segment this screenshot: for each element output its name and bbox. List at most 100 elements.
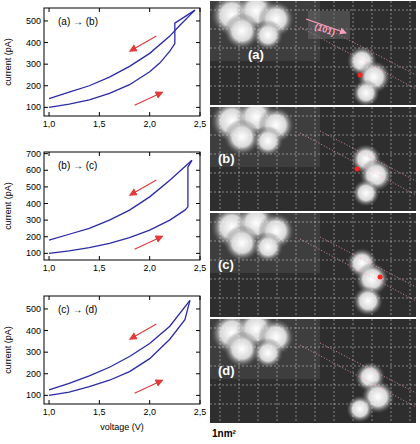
stm-background	[210, 1, 416, 105]
grid-line	[210, 222, 416, 223]
image-label: (d)	[218, 363, 235, 378]
grid-line	[296, 1, 297, 105]
grid-line	[410, 319, 411, 423]
x-tick	[200, 256, 201, 260]
y-tick-label: 500	[26, 182, 41, 192]
grid-line	[372, 1, 373, 105]
grid-line	[239, 107, 240, 211]
grid-line	[410, 213, 411, 317]
stm-protrusion	[253, 20, 283, 50]
image-label: (c)	[218, 257, 234, 272]
sweep-line	[49, 300, 190, 390]
y-tick-label: 100	[26, 248, 41, 258]
grid-line	[391, 213, 392, 317]
grid-line	[391, 1, 392, 105]
grid-line	[277, 213, 278, 317]
x-tick	[149, 296, 150, 300]
x-tick	[149, 112, 150, 116]
x-tick	[200, 400, 201, 404]
grid-line	[210, 279, 416, 280]
y-tick	[196, 153, 200, 154]
chart: 1002003004005001,01,52,02,5current (pA)(…	[3, 8, 206, 129]
arrow	[134, 236, 162, 249]
grid-line	[372, 213, 373, 317]
y-tick	[196, 395, 200, 396]
grid-line	[277, 1, 278, 105]
y-tick-label: 700	[26, 149, 41, 159]
grid-line	[210, 10, 416, 11]
y-tick	[196, 203, 200, 204]
y-tick-label: 400	[26, 326, 41, 336]
y-tick	[44, 64, 48, 65]
arrow	[130, 324, 157, 339]
grid-line	[210, 260, 416, 261]
x-tick-label: 2,0	[143, 119, 156, 129]
y-tick	[196, 220, 200, 221]
x-tick-label: 1,0	[43, 407, 56, 417]
image-label: (b)	[218, 151, 235, 166]
grid-line	[334, 107, 335, 211]
row-line	[320, 343, 416, 393]
x-tick	[149, 400, 150, 404]
y-axis-title: current (pA)	[3, 182, 13, 230]
grid-line	[210, 173, 416, 174]
x-tick-label: 2,5	[194, 119, 207, 129]
x-tick	[200, 112, 201, 116]
image-label: (a)	[248, 47, 264, 62]
x-tick	[200, 152, 201, 156]
stm-content	[210, 213, 416, 317]
arrow	[134, 380, 162, 393]
grid-line	[353, 319, 354, 423]
grid-line	[296, 213, 297, 317]
grid-line	[210, 192, 416, 193]
stm-image: (b)	[210, 98, 416, 212]
grid-line	[210, 86, 416, 87]
stm-background	[210, 213, 416, 317]
y-tick	[44, 107, 48, 108]
grid-line	[210, 241, 416, 242]
sweep-line	[49, 160, 192, 253]
y-tick	[44, 373, 48, 374]
stm-protrusion	[353, 286, 383, 316]
stm-image: (d)	[210, 310, 416, 424]
lines	[49, 10, 195, 107]
chart: 1002003004005006007001,01,52,02,5current…	[3, 149, 206, 273]
y-tick-label: 500	[26, 16, 41, 26]
x-tick-label: 1,0	[43, 263, 56, 273]
y-tick	[44, 253, 48, 254]
chart-title: (a) → (b)	[58, 16, 98, 27]
grid-line	[210, 366, 416, 367]
y-tick-label: 300	[26, 347, 41, 357]
stm-protrusion	[253, 232, 283, 262]
x-tick	[49, 256, 50, 260]
x-tick	[200, 8, 201, 12]
lines	[49, 160, 192, 253]
y-tick	[196, 308, 200, 309]
sweep-line	[49, 300, 190, 395]
grid-line	[258, 213, 259, 317]
chart-title: (c) → (d)	[58, 304, 97, 315]
grid-line	[210, 385, 416, 386]
grid-line	[210, 347, 416, 348]
arrow	[134, 92, 162, 105]
x-tick	[49, 8, 50, 12]
stm-image: (c)	[210, 204, 416, 318]
grid-line	[258, 319, 259, 423]
x-tick	[99, 296, 100, 300]
y-tick	[196, 373, 200, 374]
y-tick	[44, 395, 48, 396]
grid-line	[353, 1, 354, 105]
y-tick	[44, 220, 48, 221]
y-tick	[196, 236, 200, 237]
x-tick	[99, 400, 100, 404]
y-tick-label: 600	[26, 165, 41, 175]
y-tick-label: 300	[26, 59, 41, 69]
y-tick	[44, 330, 48, 331]
x-tick-label: 1,5	[93, 407, 106, 417]
stm-protrusion	[253, 338, 283, 368]
y-tick	[44, 352, 48, 353]
y-axis-title: current (pA)	[3, 38, 13, 86]
stm-protrusion	[253, 126, 283, 156]
stm-image: (101)(a)	[210, 0, 416, 107]
x-tick	[49, 112, 50, 116]
